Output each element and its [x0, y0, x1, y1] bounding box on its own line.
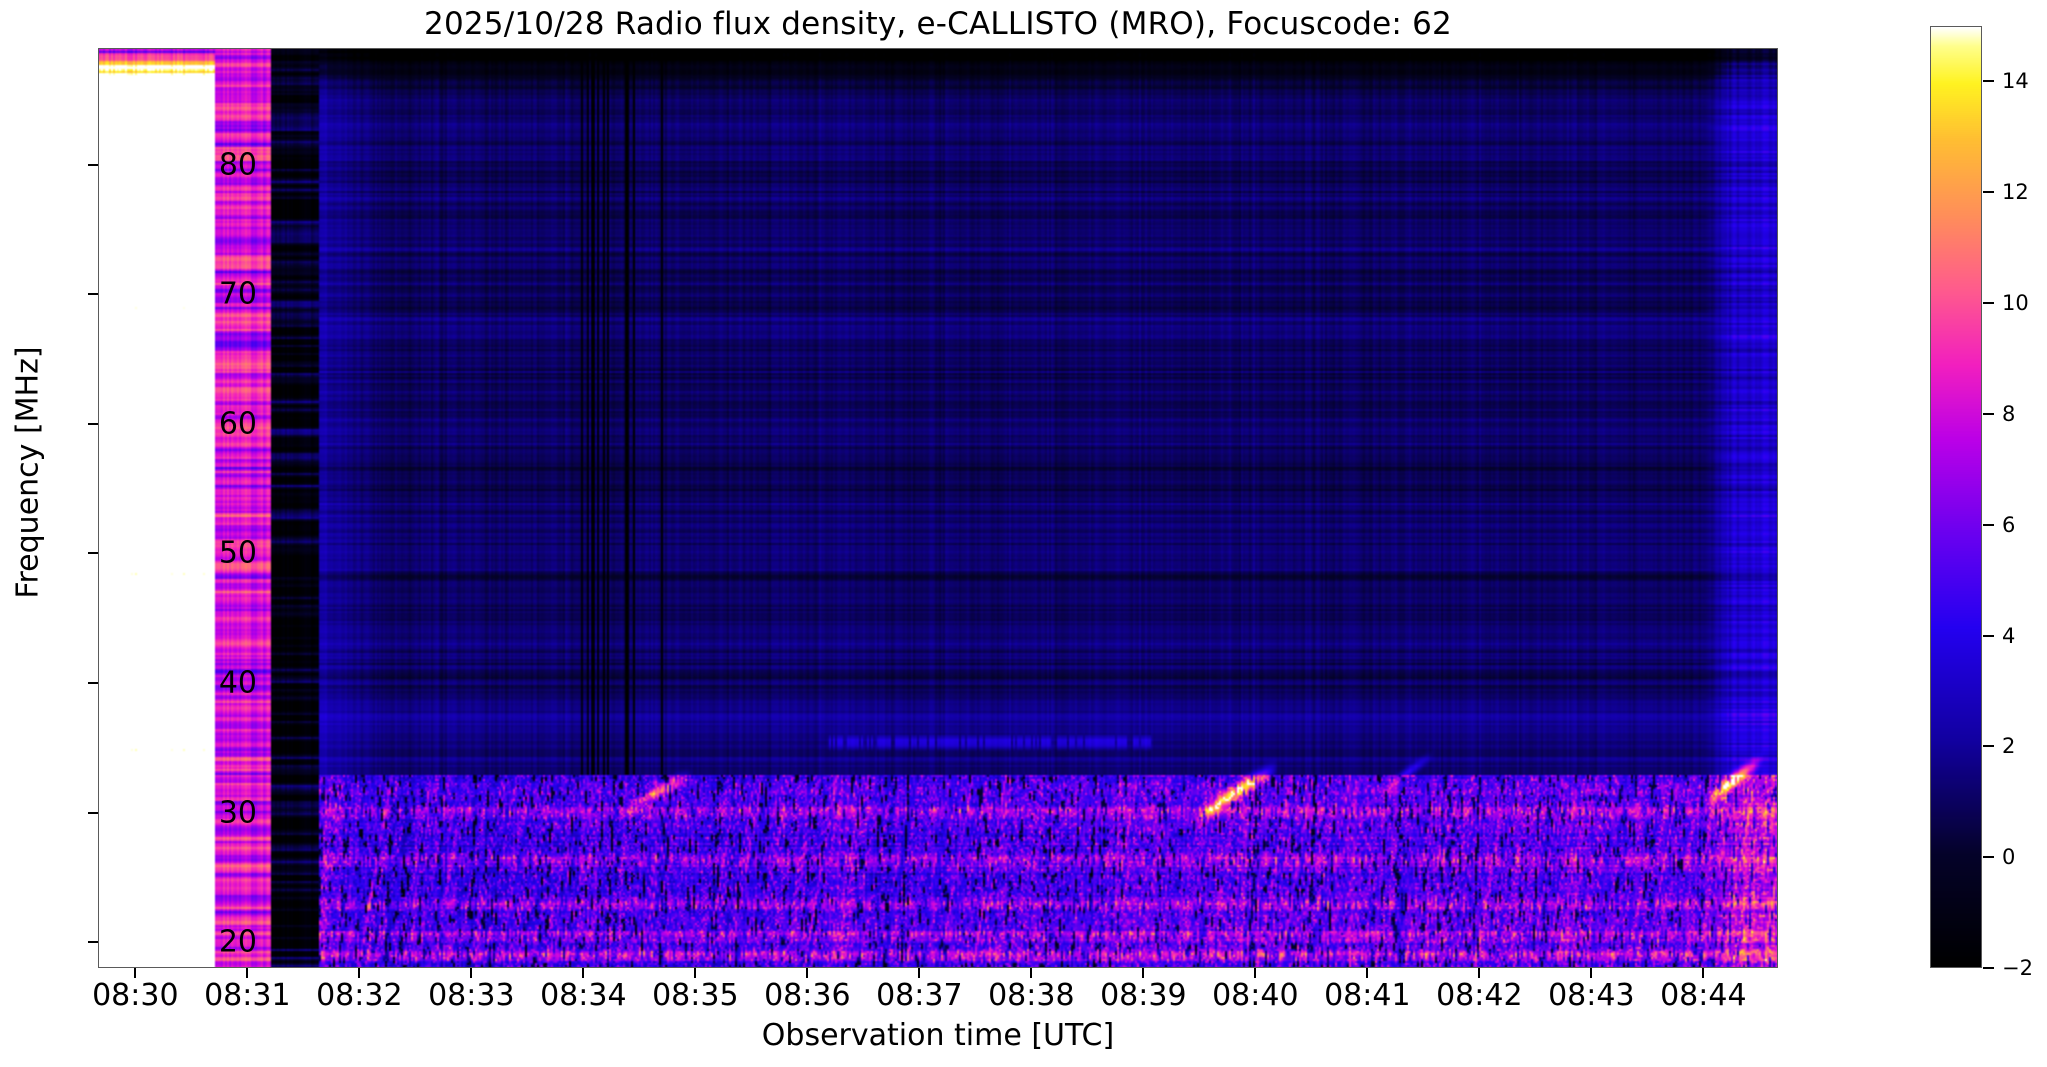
y-tick-label-50: 50: [218, 535, 257, 571]
spectrogram-image: [99, 49, 1777, 967]
y-tick-mark: [88, 163, 98, 166]
colorbar-tick-label: 0: [2002, 845, 2016, 870]
spectrogram-plot-area: [98, 48, 1778, 968]
colorbar-tick-label: 4: [2002, 623, 2016, 648]
y-tick-mark: [88, 422, 98, 425]
x-tick-mark: [1142, 968, 1145, 978]
x-tick-label-08-38: 08:38: [988, 978, 1075, 1013]
x-tick-label-08-34: 08:34: [540, 978, 627, 1013]
y-tick-label-30: 30: [218, 795, 257, 830]
colorbar-tick-mark: [1983, 80, 1994, 83]
colorbar-gradient: [1930, 26, 1982, 968]
x-tick-mark: [1254, 968, 1257, 978]
x-tick-label-08-40: 08:40: [1212, 978, 1299, 1013]
colorbar-tick-mark: [1983, 967, 1994, 969]
colorbar-tick-mark: [1983, 191, 1994, 194]
x-tick-mark: [1030, 968, 1033, 978]
colorbar-tick-label: 12: [2002, 180, 2029, 205]
x-tick-label-08-41: 08:41: [1324, 978, 1411, 1013]
x-tick-label-08-36: 08:36: [764, 978, 851, 1013]
colorbar: 14 12 10 8 6 4 2 0 −2: [1930, 26, 2033, 980]
x-tick-label-08-35: 08:35: [652, 978, 739, 1013]
y-tick-label-70: 70: [218, 276, 257, 312]
colorbar-tick-label: 14: [2002, 69, 2029, 94]
y-tick-label-80: 80: [218, 147, 257, 183]
x-tick-label-08-33: 08:33: [428, 978, 515, 1013]
colorbar-tick-mark: [1983, 302, 1994, 305]
colorbar-tick-label: 10: [2002, 291, 2029, 316]
y-tick-mark: [88, 552, 98, 555]
x-tick-mark: [806, 968, 809, 978]
x-tick-mark: [1590, 968, 1593, 978]
x-tick-mark: [134, 968, 137, 978]
colorbar-tick-label: 8: [2002, 401, 2016, 426]
y-tick-label-20: 20: [218, 924, 257, 960]
page-title: 2025/10/28 Radio flux density, e-CALLIST…: [424, 6, 1452, 42]
x-tick-label-08-37: 08:37: [876, 978, 963, 1013]
x-tick-mark: [918, 968, 921, 978]
y-tick-mark: [88, 811, 98, 814]
colorbar-tick-label: 6: [2002, 512, 2016, 537]
y-tick-mark: [88, 293, 98, 296]
colorbar-tick-mark: [1983, 856, 1994, 859]
y-tick-label-40: 40: [218, 665, 257, 701]
x-tick-mark: [1366, 968, 1369, 978]
colorbar-tick-mark: [1983, 412, 1994, 415]
y-tick-mark: [88, 941, 98, 944]
x-axis-label: Observation time [UTC]: [761, 1018, 1115, 1053]
colorbar-tick-mark: [1983, 745, 1994, 748]
x-tick-label-08-31: 08:31: [204, 978, 291, 1013]
x-tick-mark: [358, 968, 361, 978]
x-tick-label-08-42: 08:42: [1436, 978, 1523, 1013]
x-tick-label-08-39: 08:39: [1100, 978, 1187, 1013]
x-tick-mark: [694, 968, 697, 978]
x-tick-mark: [1702, 968, 1705, 978]
colorbar-tick-label: −2: [2002, 956, 2033, 980]
x-tick-mark: [582, 968, 585, 978]
x-tick-label-08-30: 08:30: [92, 978, 179, 1013]
x-tick-label-08-43: 08:43: [1548, 978, 1635, 1013]
x-tick-label-08-44: 08:44: [1660, 978, 1747, 1013]
x-tick-mark: [246, 968, 249, 978]
colorbar-tick-label: 2: [2002, 734, 2016, 759]
x-tick-label-08-32: 08:32: [316, 978, 403, 1013]
x-tick-mark: [1478, 968, 1481, 978]
colorbar-tick-mark: [1983, 634, 1994, 637]
colorbar-tick-mark: [1983, 523, 1994, 526]
x-tick-mark: [470, 968, 473, 978]
y-tick-mark: [88, 681, 98, 684]
y-tick-label-60: 60: [218, 406, 257, 442]
